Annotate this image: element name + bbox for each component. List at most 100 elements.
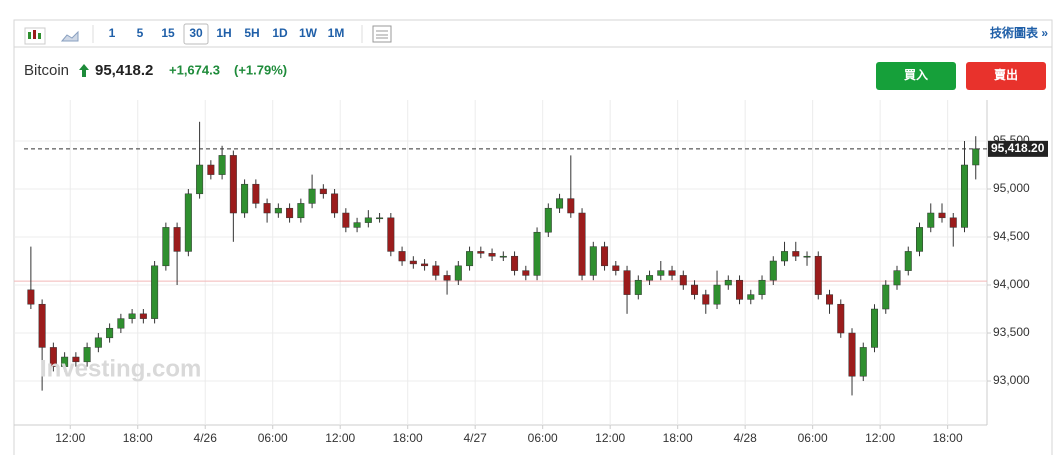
candle-body (117, 318, 125, 329)
candle-body (499, 255, 507, 258)
candle-icon[interactable] (24, 27, 46, 45)
sell-label[interactable]: 賣出 (993, 67, 1018, 82)
candle-body (139, 313, 147, 319)
candle-body (409, 260, 417, 265)
interval[interactable]: 1D (272, 26, 288, 40)
candle-body (927, 212, 935, 228)
candle-body (533, 231, 541, 276)
candle-body (331, 193, 339, 214)
candle-body (477, 251, 485, 254)
candle-body (871, 308, 879, 348)
candle-body (466, 251, 474, 267)
candle-body (522, 270, 530, 276)
candle-body (724, 279, 732, 286)
candle-body (308, 188, 316, 204)
sell-button[interactable] (966, 62, 1046, 90)
candle-body (342, 212, 350, 228)
candle-body (229, 155, 237, 214)
candle-body (691, 284, 699, 295)
candle-body (83, 347, 91, 363)
interval[interactable]: 5H (244, 26, 259, 40)
x-tick-label: 18:00 (393, 431, 423, 445)
candle-body (668, 270, 676, 276)
candle-body (443, 275, 451, 281)
candle-body (252, 183, 260, 204)
candle-body (781, 251, 789, 262)
quote-change: +1,674.3 (169, 62, 220, 77)
candle-body (702, 294, 710, 305)
candle-body (556, 198, 564, 209)
x-tick-label: 4/28 (733, 431, 757, 445)
candle-body (679, 275, 687, 286)
candle-body (713, 284, 721, 305)
candle-body (623, 270, 631, 295)
candle-body (859, 347, 867, 377)
candle-body (454, 265, 462, 281)
interval[interactable]: 5 (137, 26, 144, 40)
candle-body (916, 227, 924, 252)
interval[interactable]: 1 (109, 26, 116, 40)
x-tick-label: 18:00 (663, 431, 693, 445)
quote-name: Bitcoin (24, 62, 69, 79)
interval[interactable]: 1H (216, 26, 231, 40)
x-tick-label: 12:00 (865, 431, 895, 445)
quote-price: 95,418.2 (95, 62, 153, 79)
candle-body (567, 198, 575, 214)
candle-body (38, 303, 46, 348)
candle-body (646, 275, 654, 281)
candle-body (747, 294, 755, 300)
y-tick-label: 94,500 (993, 229, 1030, 243)
candle-body (893, 270, 901, 286)
candle-body (263, 203, 271, 214)
candle-body (511, 255, 519, 271)
candle-body (162, 227, 170, 267)
candle-body (544, 207, 552, 233)
interval[interactable]: 30 (189, 26, 203, 40)
candle-body (286, 207, 294, 219)
candle-body (61, 356, 69, 367)
candle-body (848, 332, 856, 377)
candle-body (612, 265, 620, 271)
interval[interactable]: 1W (299, 26, 318, 40)
candle-body (207, 164, 215, 175)
last-price-box (988, 140, 1048, 157)
candle-body (49, 347, 57, 367)
candle-body (949, 217, 957, 228)
candle-body (972, 148, 980, 166)
candle-body (218, 155, 226, 175)
x-tick-label: 18:00 (933, 431, 963, 445)
last-price-label: 95,418.20 (991, 141, 1045, 155)
candle-body (657, 270, 665, 276)
x-tick-label: 06:00 (798, 431, 828, 445)
candle-body (826, 294, 834, 305)
candle-body (882, 284, 890, 310)
candle-body (151, 265, 159, 319)
candle-body (961, 164, 969, 228)
candle-body (241, 183, 249, 214)
candle-body (128, 313, 136, 319)
candle-body (758, 279, 766, 295)
candle-body (184, 193, 192, 252)
interval[interactable]: 1M (328, 26, 345, 40)
plot (14, 100, 987, 425)
x-tick-label: 12:00 (595, 431, 625, 445)
chart-link[interactable]: 技術圖表 » (990, 25, 1048, 40)
interval[interactable]: 15 (161, 26, 175, 40)
candle-body (196, 164, 204, 195)
area-icon[interactable] (60, 30, 79, 42)
candle-body (274, 207, 282, 214)
candle-body (72, 356, 80, 363)
quote-change-percent: (+1.79%) (234, 62, 287, 77)
candle-body (769, 260, 777, 281)
up-arrow (79, 64, 89, 77)
y-tick-label: 95,000 (993, 181, 1030, 195)
buy-button[interactable] (876, 62, 956, 90)
x-tick-label: 4/27 (464, 431, 488, 445)
watermark: Investing.com (40, 355, 201, 382)
candle-body (589, 246, 597, 276)
x-tick-label: 12:00 (325, 431, 355, 445)
table-icon[interactable] (372, 25, 392, 43)
buy-label[interactable]: 買入 (904, 68, 928, 82)
candle-body (814, 255, 822, 295)
